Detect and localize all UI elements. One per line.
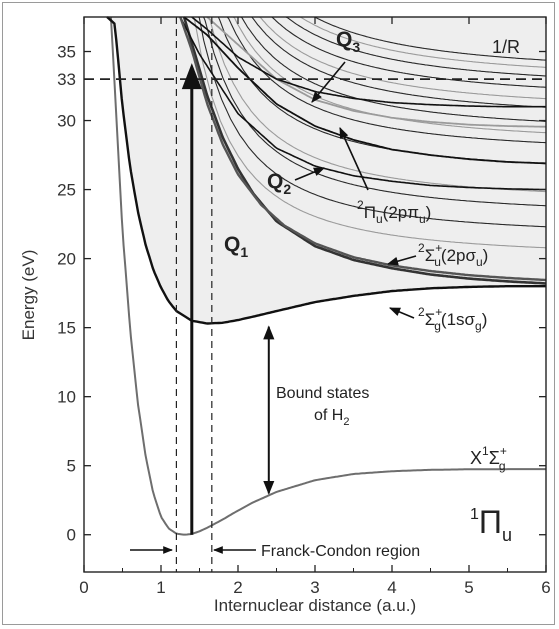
x-axis: 0 1 2 3 4 5 6: [79, 17, 551, 597]
vertical-excitation-arrowhead: [181, 63, 202, 90]
pi-u-label: 2Πu(2pπu): [357, 198, 431, 226]
y-tick-label: 25: [57, 181, 76, 200]
bound-states-label-line2: of H2: [314, 407, 349, 428]
series-line-8: [191, 16, 546, 108]
franck-condon-label: Franck-Condon region: [261, 543, 420, 560]
x-axis-label: Internuclear distance (a.u.): [214, 596, 416, 615]
y-tick-label: 20: [57, 250, 76, 269]
x-tick-label: 3: [310, 578, 319, 597]
q3-pointer-arrow: [311, 61, 346, 103]
sigma-u-label: 2Σ+ u(2pσu): [418, 241, 488, 269]
rydberg-curve: [194, 16, 547, 122]
series-line-7: [206, 16, 547, 128]
series-line-4: [183, 16, 546, 165]
y-tick-label: 5: [67, 457, 76, 476]
series-line-2: [106, 16, 546, 325]
y-tick-label-33: 33: [57, 70, 76, 89]
sigma-u-pointer-arrow: [386, 255, 417, 266]
x-tick-label: 4: [387, 578, 396, 597]
series-line-1: [109, 16, 546, 536]
y-tick-label: 30: [57, 112, 76, 131]
y-tick-label: 0: [67, 526, 76, 545]
y-tick-label: 15: [57, 319, 76, 338]
continuum-region: [107, 17, 546, 324]
figure-frame: [2, 2, 555, 625]
bound-states-label-line1: Bound states: [276, 385, 369, 402]
sigma-g-pointer-arrow: [388, 307, 415, 319]
x-tick-label: 2: [233, 578, 242, 597]
pi-u-singlet-label: 1Πu: [470, 504, 512, 545]
sigma-g-label: 2Σ+ g(1sσg): [418, 305, 487, 333]
x-tick-label: 5: [464, 578, 473, 597]
series-line-3: [182, 16, 547, 285]
y-axis: 0 5 10 15 20 25 30 35 33: [57, 43, 546, 545]
one-over-r-label: 1/R: [492, 37, 520, 57]
y-tick-label: 10: [57, 388, 76, 407]
x-tick-label: 1: [156, 578, 165, 597]
rydberg-curve: [184, 16, 547, 249]
y-tick-label: 35: [57, 43, 76, 62]
pi-u-pointer-arrow: [339, 126, 369, 191]
q2-pointer-arrow: [294, 167, 326, 181]
x-tick-label: 6: [541, 578, 550, 597]
series-line-5: [179, 16, 547, 191]
series-layer: [106, 16, 547, 536]
y-axis-label: Energy (eV): [19, 250, 38, 341]
rydberg-curve: [185, 16, 547, 228]
rydberg-curve: [196, 16, 546, 108]
series-line-6: [179, 16, 547, 282]
x-tick-label: 0: [79, 578, 88, 597]
